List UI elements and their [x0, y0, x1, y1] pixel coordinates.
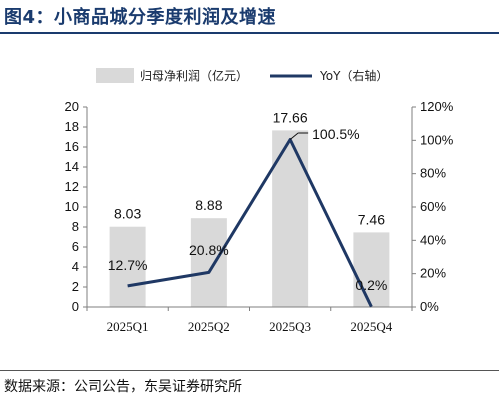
yoy-value-label: 12.7%	[108, 257, 148, 273]
left-tick-label: 20	[65, 99, 79, 114]
right-tick-label: 20%	[420, 266, 446, 281]
bar-value-label: 7.46	[358, 211, 385, 227]
left-tick-label: 14	[65, 159, 79, 174]
left-tick-label: 10	[65, 199, 79, 214]
yoy-value-label: 100.5%	[312, 126, 359, 142]
yoy-line	[127, 138, 373, 308]
right-tick-label: 60%	[420, 199, 446, 214]
bar-value-label: 17.66	[273, 109, 308, 125]
figure-title: 图4：小商品城分季度利润及增速	[4, 7, 277, 28]
x-tick-label: 2025Q3	[269, 319, 311, 334]
bar-2025Q1	[109, 226, 146, 307]
bar-2025Q4	[353, 232, 390, 307]
right-tick-label: 40%	[420, 232, 446, 247]
x-tick-label: 2025Q1	[107, 319, 149, 334]
left-tick-label: 4	[72, 259, 79, 274]
source-divider	[0, 370, 499, 371]
title-underline	[0, 32, 499, 34]
right-tick-label: 100%	[420, 132, 454, 147]
source-note: 数据来源：公司公告，东吴证券研究所	[4, 379, 242, 395]
left-tick-label: 18	[65, 119, 79, 134]
yoy-value-label: 20.8%	[189, 242, 229, 258]
bar-2025Q3	[272, 130, 309, 307]
left-tick-label: 12	[65, 179, 79, 194]
left-tick-label: 2	[72, 279, 79, 294]
left-tick-label: 0	[72, 299, 79, 314]
right-tick-label: 120%	[420, 99, 454, 114]
yoy-leader-line	[289, 132, 299, 140]
right-tick-label: 80%	[420, 166, 446, 181]
legend-bar-label: 归母净利润（亿元）	[140, 68, 248, 83]
left-tick-label: 8	[72, 219, 79, 234]
title-bar: 图4：小商品城分季度利润及增速	[0, 0, 499, 34]
x-tick-label: 2025Q4	[350, 319, 392, 334]
bar-value-label: 8.88	[195, 197, 222, 213]
right-tick-label: 0%	[420, 299, 439, 314]
legend-bar-swatch	[96, 68, 134, 83]
left-tick-label: 16	[65, 139, 79, 154]
bar-value-label: 8.03	[114, 206, 141, 222]
legend-line-label: YoY（右轴）	[319, 68, 388, 83]
yoy-value-label: 0.2%	[355, 277, 387, 293]
x-tick-label: 2025Q2	[188, 319, 230, 334]
bar-2025Q2	[190, 218, 227, 307]
left-tick-label: 6	[72, 239, 79, 254]
